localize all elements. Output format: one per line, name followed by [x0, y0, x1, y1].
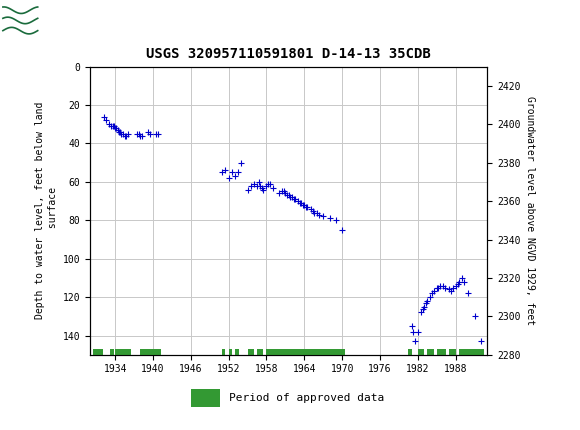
Bar — [437, 349, 446, 355]
Bar — [235, 349, 240, 355]
Bar — [222, 349, 225, 355]
Bar — [408, 349, 412, 355]
Bar — [450, 349, 456, 355]
Text: USGS: USGS — [44, 11, 99, 29]
Bar — [257, 349, 263, 355]
Bar — [248, 349, 254, 355]
Bar — [418, 349, 424, 355]
Text: Period of approved data: Period of approved data — [229, 393, 385, 403]
Bar — [229, 349, 232, 355]
Bar — [110, 349, 114, 355]
Bar — [459, 349, 484, 355]
Bar — [266, 349, 345, 355]
Y-axis label: Groundwater level above NGVD 1929, feet: Groundwater level above NGVD 1929, feet — [524, 96, 535, 325]
Title: USGS 320957110591801 D-14-13 35CDB: USGS 320957110591801 D-14-13 35CDB — [146, 47, 431, 61]
Bar — [93, 349, 103, 355]
Bar — [115, 349, 131, 355]
Bar — [140, 349, 161, 355]
Bar — [191, 389, 220, 407]
Bar — [427, 349, 434, 355]
FancyBboxPatch shape — [3, 3, 78, 37]
Y-axis label: Depth to water level, feet below land
 surface: Depth to water level, feet below land su… — [35, 102, 59, 319]
